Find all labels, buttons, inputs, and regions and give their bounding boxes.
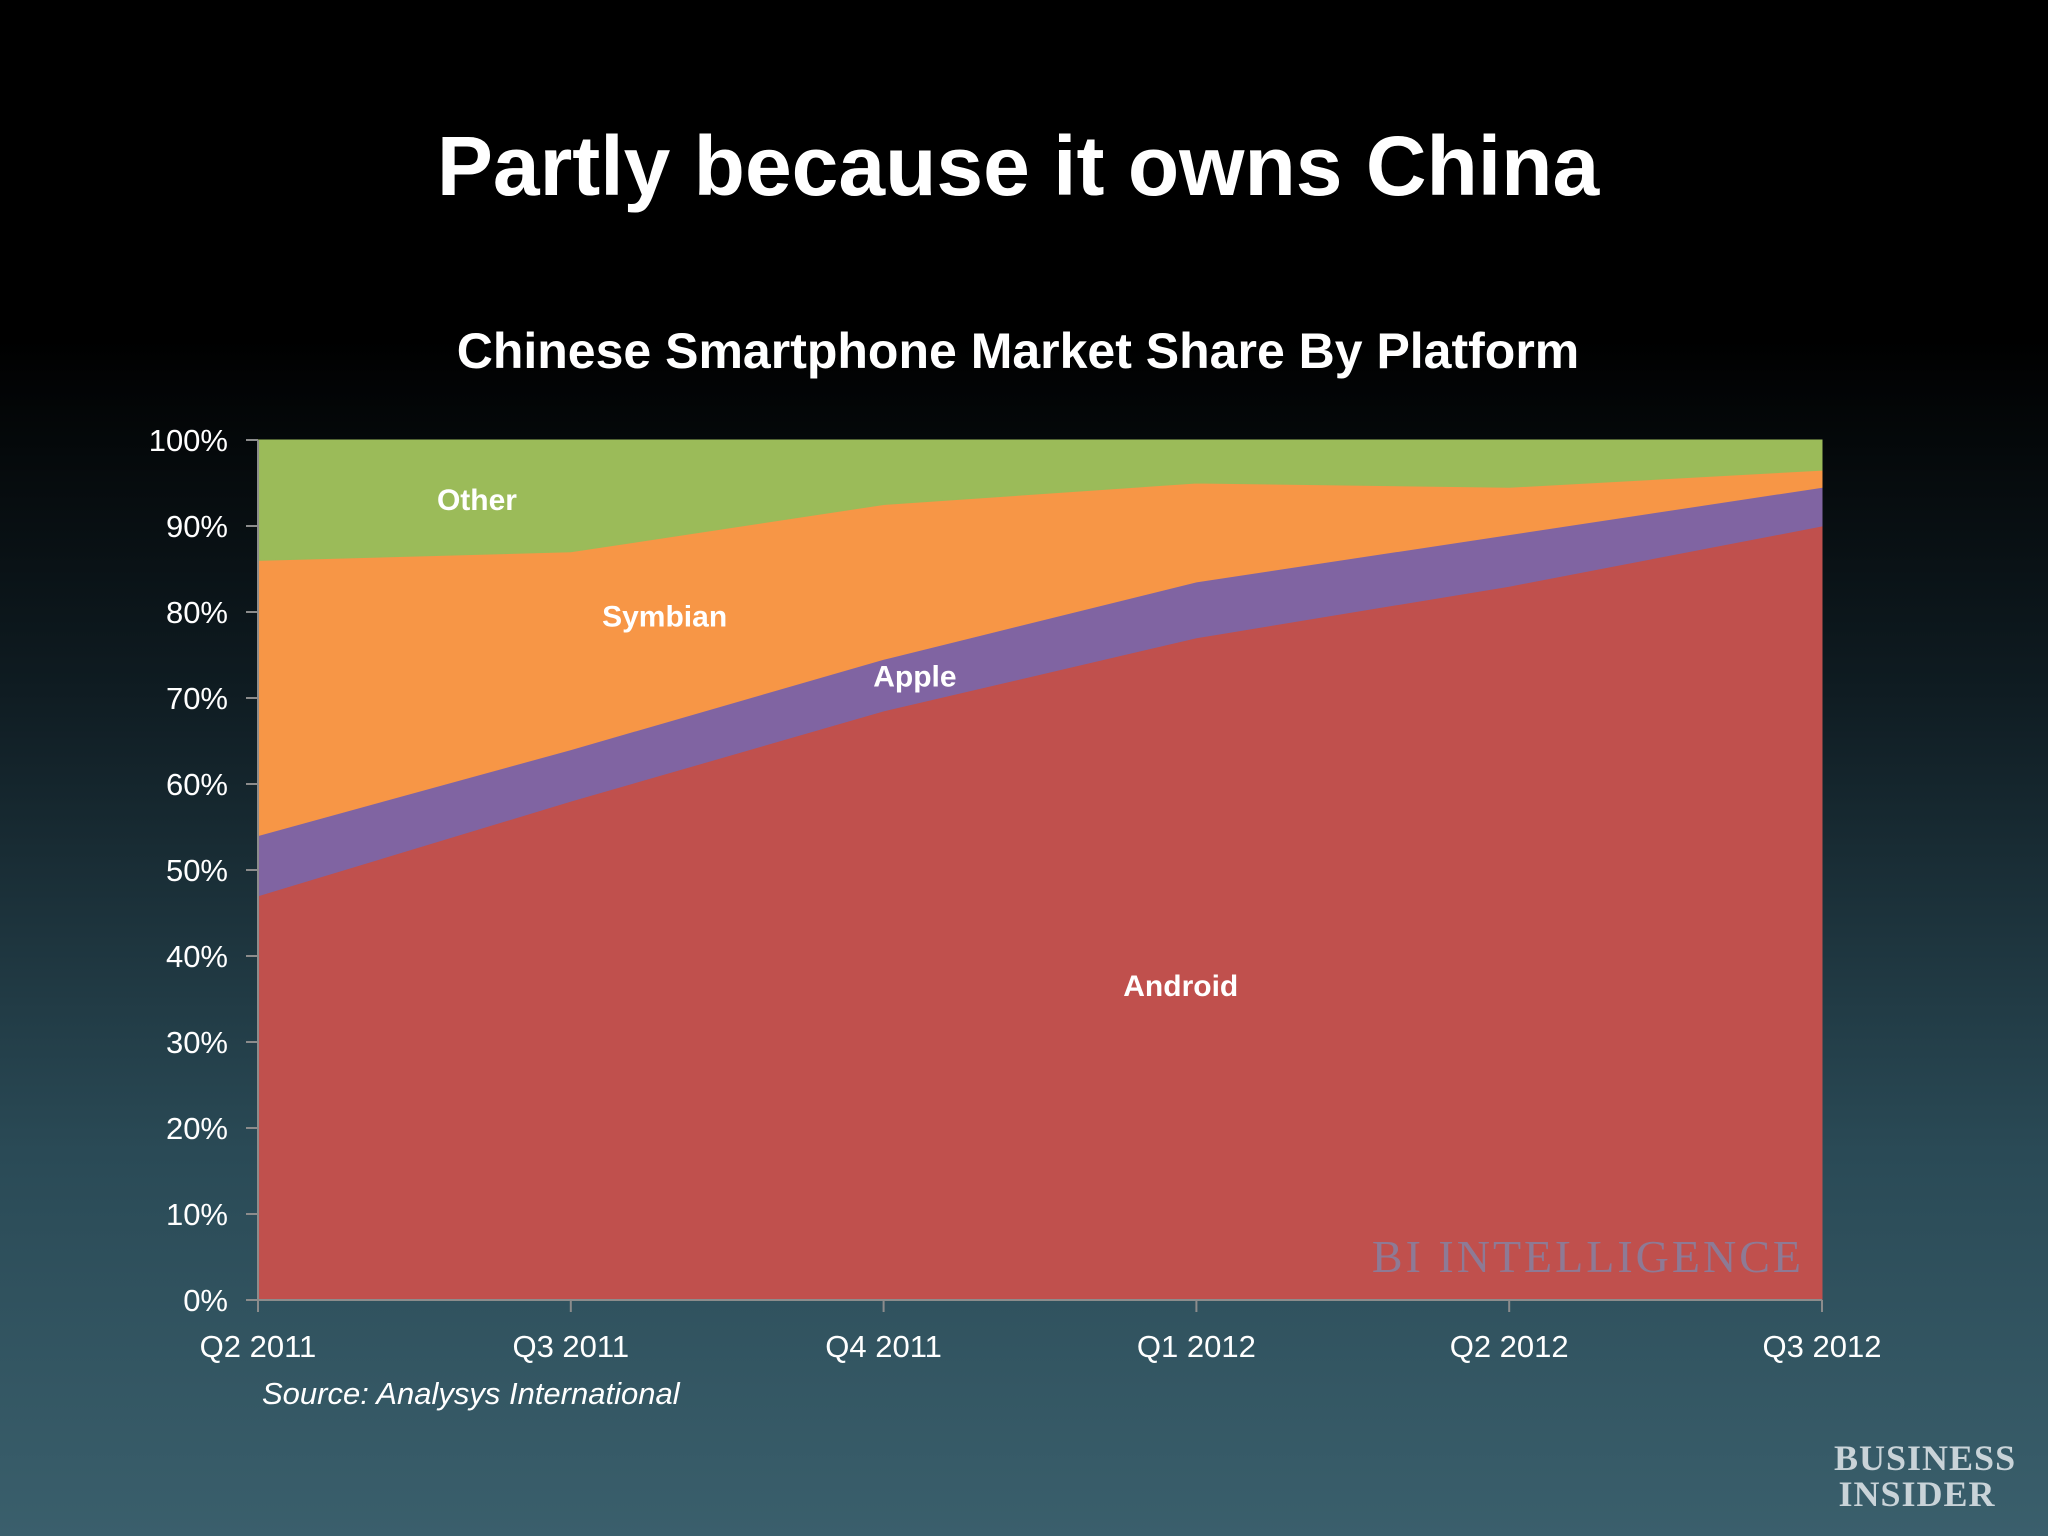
area-label-android: Android [1123,970,1238,1003]
y-tick-label: 0% [183,1283,228,1318]
y-tick-label: 70% [166,681,228,716]
x-tick-label: Q3 2011 [512,1329,629,1364]
area-label-apple: Apple [873,661,956,694]
x-tick-label: Q2 2011 [200,1329,317,1364]
slide-title: Partly because it owns China [436,119,1600,213]
y-tick-label: 100% [149,423,228,458]
y-tick-label: 80% [166,595,228,630]
source-note: Source: Analysys International [262,1376,680,1411]
y-tick-label: 60% [166,767,228,802]
x-tick-label: Q3 2012 [1763,1329,1882,1364]
y-tick-label: 10% [166,1197,228,1232]
logo-line-business: BUSINESS [1834,1438,2017,1478]
logo-line-insider: INSIDER [1838,1474,1996,1514]
x-tick-label: Q2 2012 [1450,1329,1569,1364]
y-tick-label: 20% [166,1111,228,1146]
business-insider-logo: BUSINESS INSIDER [1834,1438,2017,1514]
x-tick-label: Q4 2011 [825,1329,942,1364]
y-tick-label: 90% [166,509,228,544]
area-other [257,439,1823,561]
watermark-text: BI INTELLIGENCE [1372,1231,1804,1282]
chart-title: Chinese Smartphone Market Share By Platf… [456,323,1580,379]
y-tick-label: 50% [166,853,228,888]
y-tick-label: 30% [166,1025,228,1060]
area-label-symbian: Symbian [602,600,727,633]
area-label-other: Other [437,484,517,517]
y-tick-label: 40% [166,939,228,974]
x-tick-label: Q1 2012 [1137,1329,1256,1364]
